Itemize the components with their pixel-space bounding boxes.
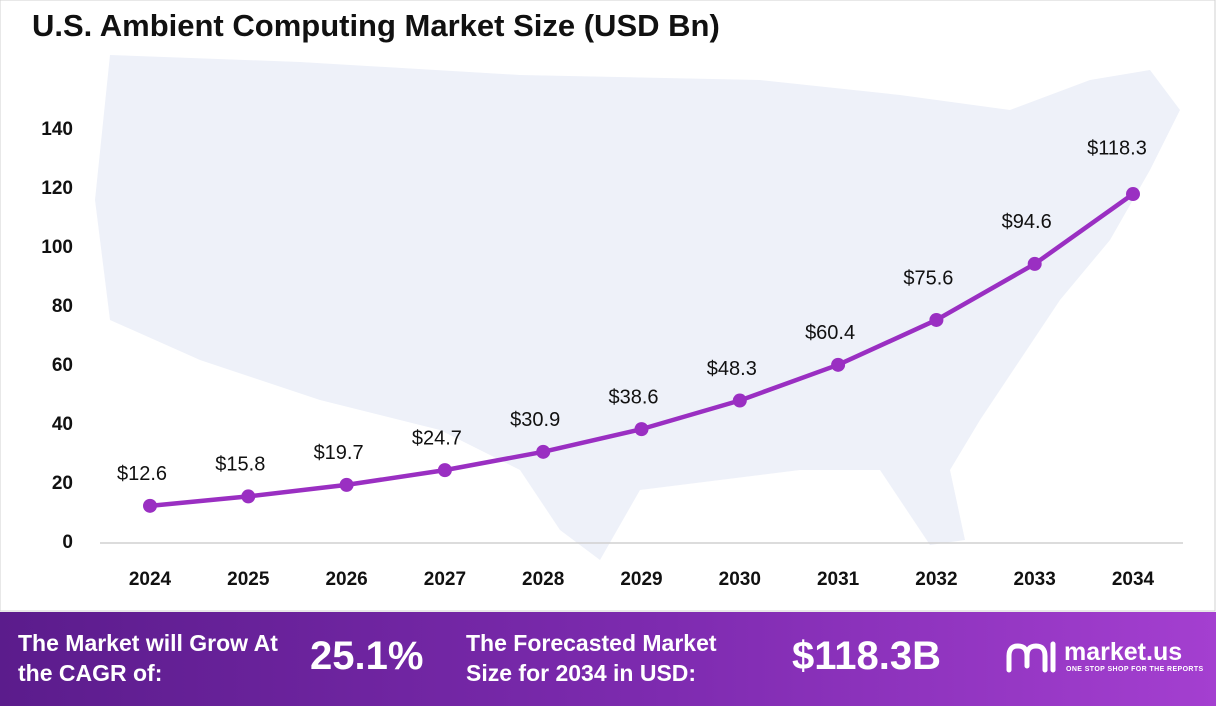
chart-title: U.S. Ambient Computing Market Size (USD … bbox=[32, 8, 720, 43]
point bbox=[634, 422, 649, 437]
point bbox=[929, 312, 944, 327]
cagr-value: 25.1% bbox=[310, 634, 424, 678]
point bbox=[1027, 256, 1042, 271]
data-label: $12.6 bbox=[117, 463, 167, 485]
tagline: ONE STOP SHOP FOR THE REPORTS bbox=[1066, 666, 1204, 673]
x-tick-label: 2032 bbox=[915, 569, 957, 590]
x-tick-label: 2031 bbox=[817, 569, 860, 590]
data-label: $24.7 bbox=[412, 427, 462, 449]
point bbox=[339, 477, 354, 492]
data-label: $38.6 bbox=[608, 386, 658, 408]
x-tick-label: 2034 bbox=[1112, 569, 1155, 590]
y-tick-label: 80 bbox=[52, 296, 73, 317]
footer: The Market will Grow At the CAGR of: 25.… bbox=[0, 612, 1216, 706]
data-label: $19.7 bbox=[314, 442, 364, 464]
x-tick-label: 2029 bbox=[620, 569, 662, 590]
x-tick-label: 2026 bbox=[325, 569, 367, 590]
point bbox=[143, 498, 157, 513]
data-label: $48.3 bbox=[707, 358, 757, 380]
map-background bbox=[95, 55, 1180, 560]
y-tick-label: 60 bbox=[52, 355, 73, 376]
x-tick-label: 2033 bbox=[1014, 569, 1056, 590]
chart: U.S. Ambient Computing Market Size (USD … bbox=[0, 0, 1216, 612]
x-tick-label: 2028 bbox=[522, 569, 564, 590]
y-tick-label: 0 bbox=[62, 532, 73, 553]
x-tick-label: 2027 bbox=[424, 569, 466, 590]
point bbox=[831, 357, 846, 372]
data-label: $94.6 bbox=[1002, 211, 1052, 233]
logo-icon bbox=[1006, 641, 1056, 673]
point bbox=[437, 463, 452, 478]
x-tick-label: 2024 bbox=[129, 569, 172, 590]
data-label: $60.4 bbox=[805, 322, 855, 344]
data-label: $30.9 bbox=[510, 409, 560, 431]
y-tick-label: 100 bbox=[41, 237, 73, 258]
y-tick-label: 20 bbox=[52, 473, 73, 494]
point bbox=[732, 393, 747, 408]
point bbox=[536, 444, 551, 459]
brand: market.us bbox=[1064, 638, 1183, 666]
x-tick-label: 2025 bbox=[227, 569, 270, 590]
forecast-value: $118.3B bbox=[792, 634, 942, 678]
cagr-text: The Market will Grow At the CAGR of: bbox=[18, 630, 278, 686]
y-tick-label: 140 bbox=[41, 119, 73, 140]
point bbox=[1126, 187, 1140, 202]
forecast-text: The Forecasted Market Size for 2034 in U… bbox=[466, 630, 717, 686]
data-label: $118.3 bbox=[1087, 137, 1147, 159]
point bbox=[241, 489, 256, 504]
y-tick-label: 40 bbox=[52, 414, 73, 435]
data-label: $75.6 bbox=[903, 267, 953, 289]
y-tick-label: 120 bbox=[41, 178, 73, 199]
data-label: $15.8 bbox=[215, 454, 265, 476]
x-tick-label: 2030 bbox=[719, 569, 761, 590]
